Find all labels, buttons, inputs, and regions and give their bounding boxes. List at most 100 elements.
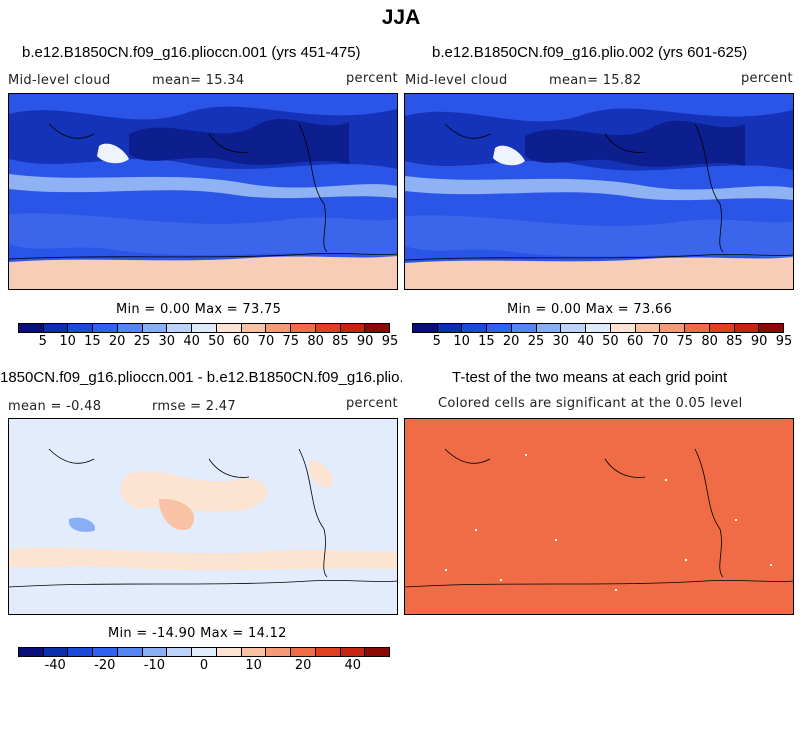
panel-3-title: 1850CN.f09_g16.plioccn.001 - b.e12.B1850… bbox=[0, 369, 402, 386]
colorbar-swatch bbox=[315, 324, 341, 332]
colorbar-swatch bbox=[365, 324, 390, 332]
colorbar-tick-label: 10 bbox=[59, 334, 76, 349]
colorbar-swatch bbox=[685, 324, 710, 332]
colorbar-swatch bbox=[43, 648, 69, 656]
colorbar-tick-label: 20 bbox=[294, 658, 312, 673]
colorbar-swatch bbox=[216, 324, 242, 332]
colorbar-swatch bbox=[365, 648, 390, 656]
colorbar-swatch bbox=[734, 324, 760, 332]
colorbar-swatch bbox=[709, 324, 735, 332]
colorbar-swatch bbox=[340, 648, 366, 656]
colorbar-swatch bbox=[462, 324, 488, 332]
colorbar-swatch bbox=[142, 324, 168, 332]
panel-1-colorbar-labels: 5 10 15 20 25 30 40 50 60 70 75 80 85 90 95 bbox=[18, 334, 399, 350]
colorbar-tick-label: 25 bbox=[133, 334, 151, 349]
colorbar-swatch bbox=[93, 648, 118, 656]
panel-2-units: percent bbox=[741, 71, 793, 86]
colorbar-swatch bbox=[437, 324, 463, 332]
colorbar-swatch bbox=[167, 324, 193, 332]
colorbar-swatch bbox=[19, 648, 44, 656]
panel-3-rmse: rmse = 2.47 bbox=[152, 399, 236, 414]
colorbar-tick-label: 50 bbox=[602, 334, 619, 349]
colorbar-swatch bbox=[315, 648, 341, 656]
colorbar-tick-label: 0 bbox=[199, 658, 209, 673]
panel-3-colorbar bbox=[18, 647, 390, 657]
colorbar-swatch bbox=[759, 324, 784, 332]
panel-2-colorbar-labels: 5 10 15 20 25 30 40 50 60 70 75 80 85 90 95 bbox=[412, 334, 793, 350]
colorbar-tick-label: 80 bbox=[701, 334, 718, 349]
panel-1-colorbar bbox=[18, 323, 390, 333]
colorbar-tick-label: 10 bbox=[245, 658, 262, 673]
panel-3-mean: mean = -0.48 bbox=[8, 399, 102, 414]
panel-1-map bbox=[8, 93, 398, 290]
figure-title: JJA bbox=[381, 6, 421, 29]
panel-3-colorbar-labels: -40 -20 -10 0 10 20 40 bbox=[18, 658, 390, 674]
colorbar-swatch bbox=[142, 648, 168, 656]
colorbar-tick-label: 80 bbox=[307, 334, 324, 349]
colorbar-swatch bbox=[266, 648, 292, 656]
colorbar-swatch bbox=[192, 648, 217, 656]
colorbar-tick-label: 40 bbox=[577, 334, 594, 349]
colorbar-tick-label: 90 bbox=[356, 334, 374, 349]
colorbar-tick-label: 85 bbox=[332, 334, 349, 349]
colorbar-swatch bbox=[216, 648, 242, 656]
colorbar-tick-label: 70 bbox=[651, 334, 669, 349]
panel-4-map bbox=[404, 418, 794, 615]
colorbar-swatch bbox=[511, 324, 537, 332]
panel-1-units: percent bbox=[346, 71, 398, 86]
colorbar-tick-label: 15 bbox=[84, 334, 101, 349]
colorbar-swatch bbox=[241, 648, 267, 656]
colorbar-tick-label: 50 bbox=[208, 334, 225, 349]
colorbar-tick-label: 90 bbox=[750, 334, 768, 349]
colorbar-tick-label: 70 bbox=[257, 334, 275, 349]
panel-2-mean: mean= 15.82 bbox=[549, 73, 642, 88]
colorbar-swatch bbox=[43, 324, 69, 332]
colorbar-tick-label: 95 bbox=[381, 334, 399, 349]
colorbar-tick-label: 40 bbox=[183, 334, 200, 349]
panel-2-variable-label: Mid-level cloud bbox=[405, 73, 508, 88]
colorbar-swatch bbox=[117, 648, 143, 656]
panel-3-minmax: Min = -14.90 Max = 14.12 bbox=[108, 626, 287, 641]
panel-1-variable-label: Mid-level cloud bbox=[8, 73, 111, 88]
colorbar-tick-label: 5 bbox=[38, 334, 47, 349]
panel-1-minmax: Min = 0.00 Max = 73.75 bbox=[116, 302, 282, 317]
panel-2-minmax: Min = 0.00 Max = 73.66 bbox=[507, 302, 673, 317]
colorbar-swatch bbox=[536, 324, 562, 332]
colorbar-swatch bbox=[586, 324, 611, 332]
colorbar-tick-label: 75 bbox=[676, 334, 694, 349]
colorbar-swatch bbox=[117, 324, 143, 332]
colorbar-tick-label: -10 bbox=[143, 658, 166, 673]
colorbar-tick-label: 60 bbox=[626, 334, 644, 349]
colorbar-swatch bbox=[93, 324, 118, 332]
colorbar-swatch bbox=[192, 324, 217, 332]
panel-2-title: b.e12.B1850CN.f09_g16.plio.002 (yrs 601-… bbox=[432, 44, 748, 61]
colorbar-tick-label: 30 bbox=[158, 334, 176, 349]
colorbar-tick-label: 30 bbox=[552, 334, 570, 349]
panel-2-map bbox=[404, 93, 794, 290]
colorbar-tick-label: 20 bbox=[502, 334, 520, 349]
colorbar-tick-label: 20 bbox=[108, 334, 126, 349]
colorbar-swatch bbox=[635, 324, 661, 332]
panel-3-units: percent bbox=[346, 396, 398, 411]
colorbar-tick-label: -20 bbox=[94, 658, 116, 673]
panel-3-map bbox=[8, 418, 398, 615]
colorbar-tick-label: 40 bbox=[344, 658, 362, 673]
panel-1-title: b.e12.B1850CN.f09_g16.plioccn.001 (yrs 4… bbox=[22, 44, 361, 61]
panel-4-subtitle: Colored cells are significant at the 0.0… bbox=[438, 396, 743, 411]
colorbar-swatch bbox=[610, 324, 636, 332]
colorbar-swatch bbox=[413, 324, 438, 332]
colorbar-swatch bbox=[68, 648, 94, 656]
colorbar-swatch bbox=[660, 324, 686, 332]
colorbar-tick-label: 60 bbox=[232, 334, 250, 349]
colorbar-swatch bbox=[291, 648, 316, 656]
colorbar-swatch bbox=[241, 324, 267, 332]
colorbar-swatch bbox=[266, 324, 292, 332]
colorbar-tick-label: 5 bbox=[432, 334, 441, 349]
panel-2-colorbar bbox=[412, 323, 784, 333]
colorbar-swatch bbox=[561, 324, 587, 332]
panel-1-mean: mean= 15.34 bbox=[152, 73, 245, 88]
colorbar-tick-label: 10 bbox=[453, 334, 470, 349]
colorbar-swatch bbox=[487, 324, 512, 332]
colorbar-tick-label: 95 bbox=[775, 334, 793, 349]
colorbar-tick-label: 15 bbox=[478, 334, 495, 349]
